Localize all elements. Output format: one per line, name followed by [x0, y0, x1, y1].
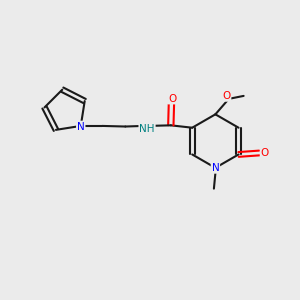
- Text: N: N: [212, 163, 219, 173]
- Text: O: O: [261, 148, 269, 158]
- Text: O: O: [222, 91, 230, 101]
- Text: NH: NH: [139, 124, 155, 134]
- Text: N: N: [77, 122, 85, 131]
- Text: O: O: [168, 94, 176, 103]
